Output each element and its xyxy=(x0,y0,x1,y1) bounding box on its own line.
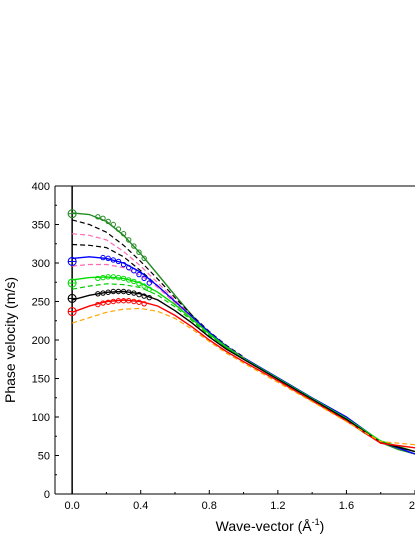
data-point-2-7 xyxy=(131,268,137,274)
data-point-4-9 xyxy=(136,291,142,298)
x-tick-label-3: 1.2 xyxy=(270,500,285,512)
data-point-2-2 xyxy=(105,255,111,262)
y-tick-label-50: 50 xyxy=(38,451,50,463)
data-point-1-2 xyxy=(100,215,106,222)
data-point-3-9 xyxy=(136,281,142,287)
series-line-5 xyxy=(72,256,415,455)
y-axis-title: Phase velocity (m/s) xyxy=(2,277,18,403)
axes-layer: 0 50 100 150 200 250 300 350 400 0.0 0.4 0.8 1.2 1.6 2 xyxy=(32,181,415,512)
data-point-4-4 xyxy=(110,288,116,295)
series-line-1 xyxy=(72,212,415,455)
data-point-1-8 xyxy=(131,243,137,249)
y-tick-label-300: 300 xyxy=(32,258,50,270)
data-point-1-5 xyxy=(115,226,122,232)
series-line-9 xyxy=(71,290,415,453)
data-point-2-9 xyxy=(141,275,147,282)
data-point-2-3 xyxy=(110,257,116,263)
data-point-5-6 xyxy=(120,298,127,304)
data-point-2-4 xyxy=(115,258,122,265)
data-point-3-1 xyxy=(95,275,101,282)
data-point-3-10 xyxy=(141,283,147,289)
data-point-3-7 xyxy=(126,277,132,283)
data-point-4-10 xyxy=(141,293,147,299)
data-point-3-2 xyxy=(100,274,106,281)
series-line-11 xyxy=(71,307,415,446)
y-tick-label-0: 0 xyxy=(44,489,50,501)
data-point-5-10 xyxy=(141,301,147,307)
x-tick-label-4: 1.6 xyxy=(339,500,354,512)
data-point-2-6 xyxy=(126,264,132,271)
data-point-2-8 xyxy=(136,271,142,278)
data-point-5-7 xyxy=(126,298,132,304)
data-point-3-6 xyxy=(120,275,127,282)
data-point-1-4 xyxy=(110,221,116,228)
data-point-1-10 xyxy=(141,255,147,262)
data-point-4-2 xyxy=(100,290,106,296)
y-tick-label-150: 150 xyxy=(32,374,50,386)
data-point-1-6 xyxy=(120,231,127,237)
y-tick-label-100: 100 xyxy=(32,412,50,424)
data-point-2-1 xyxy=(100,254,106,261)
data-point-5-2 xyxy=(100,300,106,306)
series-line-8 xyxy=(71,283,244,360)
series-line-10 xyxy=(71,299,415,449)
data-layer xyxy=(67,186,415,494)
x-tick-label-0: 0.0 xyxy=(64,500,79,512)
data-point-3-3 xyxy=(105,274,111,280)
x-tick-label-1: 0.4 xyxy=(133,500,148,512)
data-point-5-9 xyxy=(136,299,142,305)
data-point-3-4 xyxy=(110,274,116,280)
data-point-1-7 xyxy=(126,237,132,243)
series-line-2 xyxy=(71,219,244,358)
data-point-3-5 xyxy=(115,274,122,281)
data-point-5-1 xyxy=(95,301,101,308)
x-tick-label-5: 2 xyxy=(409,500,415,512)
y-tick-label-250: 250 xyxy=(32,297,50,309)
data-point-1-1 xyxy=(95,214,101,220)
data-point-2-5 xyxy=(120,261,127,268)
x-axis-title-superscript: -1 xyxy=(312,517,320,527)
data-point-5-4 xyxy=(110,298,116,305)
data-point-4-7 xyxy=(126,289,132,295)
data-point-4-1 xyxy=(95,291,101,297)
data-point-4-11 xyxy=(146,294,152,301)
x-axis-title-close: ) xyxy=(320,518,325,534)
data-point-3-11 xyxy=(146,286,152,292)
y-tick-label-400: 400 xyxy=(32,181,50,193)
data-point-5-3 xyxy=(105,299,111,305)
data-point-5-8 xyxy=(131,298,137,305)
data-point-3-8 xyxy=(131,278,137,285)
data-point-4-6 xyxy=(120,288,127,295)
data-point-2-10 xyxy=(146,280,152,286)
y-tick-label-350: 350 xyxy=(32,220,50,232)
data-point-1-9 xyxy=(136,249,142,255)
y-tick-label-200: 200 xyxy=(32,335,50,347)
data-point-5-5 xyxy=(115,298,122,304)
x-axis-title-main: Wave-vector (Å xyxy=(216,518,313,534)
x-tick-label-2: 0.8 xyxy=(202,500,217,512)
data-point-4-3 xyxy=(105,289,111,295)
data-point-4-5 xyxy=(115,288,122,295)
data-point-1-3 xyxy=(105,218,111,225)
x-axis-title: Wave-vector (Å-1) xyxy=(216,517,325,534)
data-point-4-8 xyxy=(131,290,137,296)
